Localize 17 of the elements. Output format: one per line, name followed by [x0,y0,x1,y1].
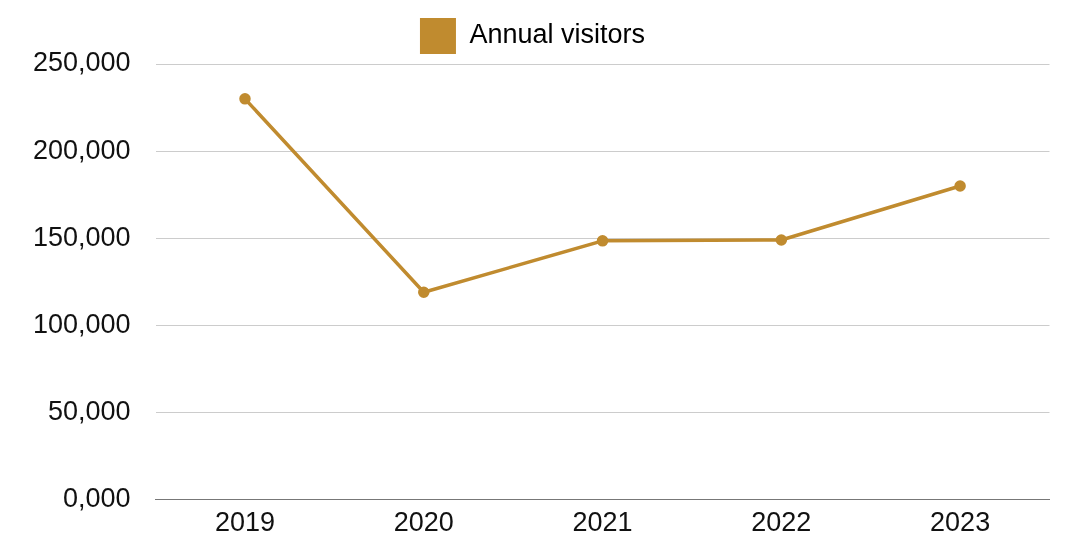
point [239,93,251,105]
y-tick-label: 0,000 [63,483,131,514]
legend-label: Annual visitors [469,19,646,50]
y-tick-label: 150,000 [32,221,131,252]
point [775,234,788,246]
y-tick-label: 200,000 [32,134,131,165]
point [418,286,430,298]
y-tick-label: 250,000 [32,47,131,78]
y-tick-label: 50,000 [48,395,131,426]
point [596,235,609,247]
x-tick-label: 2019 [214,507,276,538]
x-tick-label: 2022 [751,507,812,538]
x-tick-label: 2020 [393,507,454,538]
x-tick-label: 2023 [930,507,991,538]
y-tick-label: 100,000 [32,308,131,339]
point [954,180,966,192]
x-tick-label: 2021 [572,507,633,538]
